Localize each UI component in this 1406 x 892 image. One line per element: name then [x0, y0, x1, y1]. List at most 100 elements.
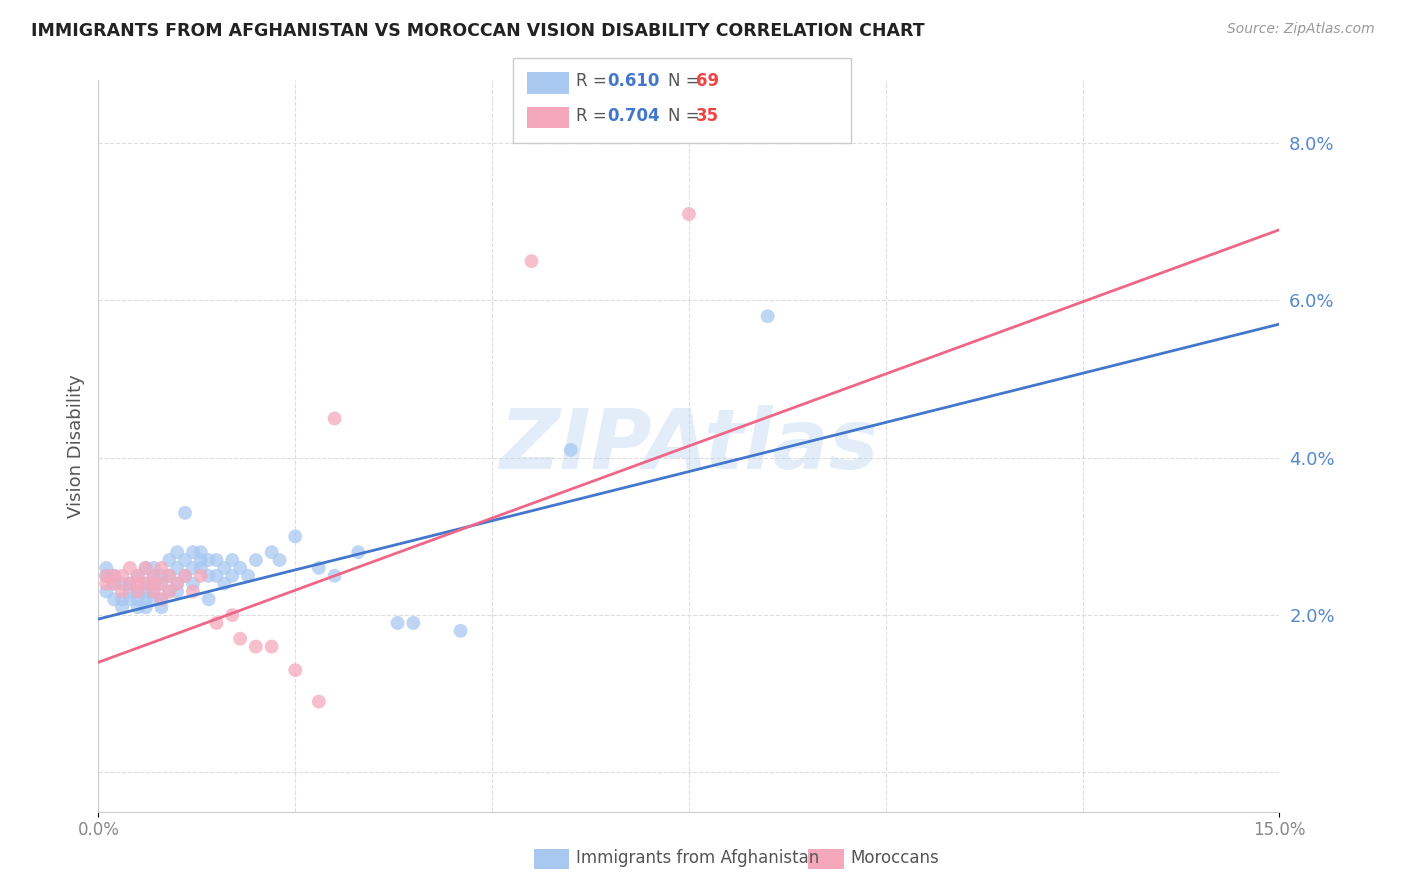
Point [221, 553, 243, 567]
Point [323, 411, 346, 425]
Point [205, 615, 228, 630]
Point [103, 592, 125, 607]
Point [157, 584, 180, 599]
Point [150, 592, 173, 607]
Point [221, 608, 243, 623]
Point [157, 568, 180, 582]
Point [190, 545, 212, 559]
Point [127, 568, 149, 582]
Point [142, 568, 165, 582]
Point [142, 568, 165, 582]
Text: N =: N = [668, 72, 704, 90]
Point [118, 584, 141, 599]
Point [450, 624, 472, 638]
Text: 69: 69 [696, 72, 718, 90]
Point [142, 576, 165, 591]
Point [166, 576, 188, 591]
Point [181, 576, 204, 591]
Point [150, 568, 173, 582]
Point [96, 576, 118, 591]
Text: R =: R = [576, 72, 613, 90]
Point [103, 576, 125, 591]
Point [181, 584, 204, 599]
Point [308, 695, 330, 709]
Point [166, 545, 188, 559]
Text: N =: N = [668, 107, 704, 125]
Point [260, 640, 283, 654]
Point [127, 592, 149, 607]
Point [111, 584, 134, 599]
Text: Immigrants from Afghanistan: Immigrants from Afghanistan [576, 849, 820, 867]
Point [127, 584, 149, 599]
Point [135, 561, 157, 575]
Point [142, 584, 165, 599]
Text: Moroccans: Moroccans [851, 849, 939, 867]
Point [135, 584, 157, 599]
Point [166, 576, 188, 591]
Point [229, 561, 252, 575]
Point [111, 600, 134, 615]
Text: Source: ZipAtlas.com: Source: ZipAtlas.com [1227, 22, 1375, 37]
Point [127, 576, 149, 591]
Point [205, 553, 228, 567]
Point [229, 632, 252, 646]
Point [96, 568, 118, 582]
Point [197, 592, 219, 607]
Point [111, 568, 134, 582]
Point [181, 545, 204, 559]
Point [190, 561, 212, 575]
Y-axis label: Vision Disability: Vision Disability [66, 374, 84, 518]
Point [560, 442, 582, 457]
Point [118, 576, 141, 591]
Text: 0.610: 0.610 [607, 72, 659, 90]
Point [135, 576, 157, 591]
Point [103, 576, 125, 591]
Point [387, 615, 409, 630]
Point [150, 592, 173, 607]
Point [103, 568, 125, 582]
Point [135, 576, 157, 591]
Point [142, 592, 165, 607]
Text: 35: 35 [696, 107, 718, 125]
Point [402, 615, 425, 630]
Point [236, 568, 259, 582]
Point [174, 568, 197, 582]
Point [103, 568, 125, 582]
Point [205, 568, 228, 582]
Point [221, 568, 243, 582]
Point [260, 545, 283, 559]
Point [142, 561, 165, 575]
Text: R =: R = [576, 107, 613, 125]
Point [214, 561, 236, 575]
Point [678, 207, 700, 221]
Point [190, 568, 212, 582]
Point [756, 310, 779, 324]
Point [135, 561, 157, 575]
Text: 0.704: 0.704 [607, 107, 659, 125]
Point [190, 553, 212, 567]
Point [520, 254, 543, 268]
Point [111, 576, 134, 591]
Point [96, 561, 118, 575]
Point [127, 584, 149, 599]
Point [135, 592, 157, 607]
Point [347, 545, 370, 559]
Point [166, 584, 188, 599]
Point [118, 592, 141, 607]
Text: IMMIGRANTS FROM AFGHANISTAN VS MOROCCAN VISION DISABILITY CORRELATION CHART: IMMIGRANTS FROM AFGHANISTAN VS MOROCCAN … [31, 22, 925, 40]
Point [127, 568, 149, 582]
Point [142, 584, 165, 599]
Point [181, 561, 204, 575]
Point [174, 506, 197, 520]
Point [150, 600, 173, 615]
Point [174, 568, 197, 582]
Point [197, 553, 219, 567]
Point [96, 568, 118, 582]
Point [245, 553, 267, 567]
Point [150, 561, 173, 575]
Point [214, 576, 236, 591]
Point [284, 529, 307, 543]
Point [142, 576, 165, 591]
Point [157, 568, 180, 582]
Point [166, 561, 188, 575]
